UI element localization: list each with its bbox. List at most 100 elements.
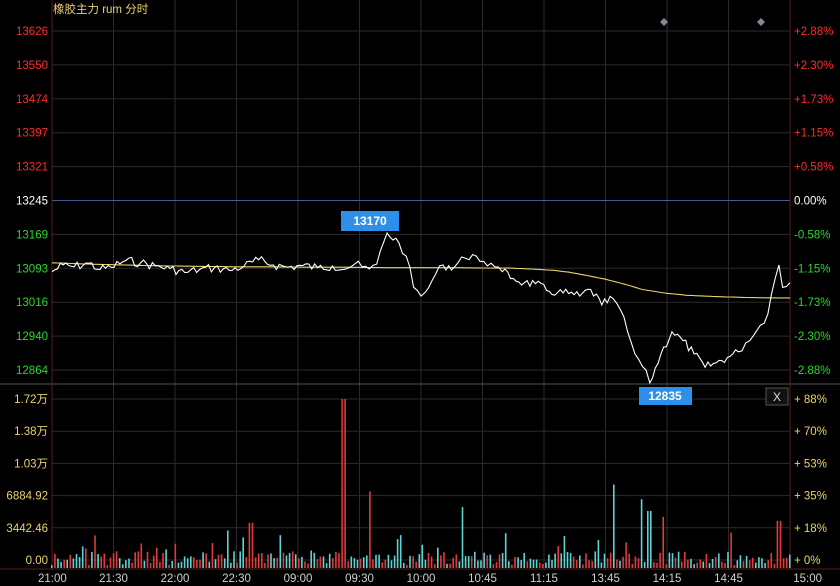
volume-bar xyxy=(501,553,504,568)
percent-tick-label: +2.30% xyxy=(794,60,833,72)
volume-bar xyxy=(313,552,316,568)
volume-bar xyxy=(551,559,553,568)
volume-bar xyxy=(66,559,68,568)
volume-bar xyxy=(257,553,260,568)
volume-bar xyxy=(470,556,473,568)
volume-bar xyxy=(452,557,454,568)
close-icon[interactable]: X xyxy=(773,390,781,404)
volume-bar xyxy=(440,555,442,568)
volume-close-button[interactable]: X xyxy=(765,387,789,406)
volume-bar xyxy=(724,563,726,568)
volume-bar xyxy=(467,556,470,568)
volume-bar xyxy=(316,559,319,568)
volume-bar xyxy=(335,552,337,568)
percent-tick-label: +1.73% xyxy=(794,94,833,106)
volume-bar xyxy=(273,558,275,568)
volume-bar xyxy=(718,553,720,568)
volume-bar xyxy=(693,564,695,568)
volume-bar xyxy=(140,543,143,568)
volume-bar xyxy=(779,520,782,568)
volume-bar xyxy=(193,557,195,568)
volume-tick-label: 3442.46 xyxy=(6,523,48,535)
volume-bar xyxy=(542,563,544,568)
percent-tick-label: -0.58% xyxy=(794,229,830,241)
volume-bar xyxy=(483,552,485,568)
volume-bar xyxy=(236,562,238,568)
volume-bar xyxy=(761,558,763,568)
time-tick-label: 14:15 xyxy=(653,573,682,585)
volume-bar xyxy=(504,533,507,568)
volume-bar xyxy=(782,558,785,568)
volume-bar xyxy=(338,553,340,568)
volume-bars[interactable] xyxy=(51,399,791,568)
volume-bar xyxy=(594,551,597,568)
volume-bar xyxy=(495,562,498,568)
time-tick-label: 11:15 xyxy=(530,573,558,585)
volume-bar xyxy=(684,551,686,568)
volume-bar xyxy=(474,551,476,568)
volume-bar xyxy=(112,553,115,568)
volume-bar xyxy=(159,561,161,568)
volume-bar xyxy=(751,557,754,568)
volume-bar xyxy=(137,551,140,568)
volume-bar xyxy=(600,562,603,568)
volume-bar xyxy=(390,560,393,568)
volume-bar xyxy=(242,537,244,568)
volume-bar xyxy=(91,552,93,568)
axis-labels: 13626 +2.88% 13550 +2.30% 13474 +1.73% 13397 +1… xyxy=(6,26,833,585)
price-tick-label: 13626 xyxy=(16,26,48,38)
volume-bar xyxy=(223,558,226,568)
volume-bar xyxy=(393,555,396,568)
volume-bar xyxy=(545,562,547,568)
volume-bar xyxy=(647,511,649,568)
price-tick-label: 13245 xyxy=(16,196,48,208)
volume-bar xyxy=(245,557,248,568)
volume-bar xyxy=(609,552,612,568)
low-callout: 12835 xyxy=(639,387,692,405)
volume-bar xyxy=(230,562,232,568)
volume-bar xyxy=(520,560,522,568)
time-tick-label: 21:00 xyxy=(38,573,67,585)
volume-bar xyxy=(165,549,167,568)
volume-bar xyxy=(437,547,439,568)
volume-percent-label: + 53% xyxy=(794,458,827,470)
time-tick-label: 10:45 xyxy=(468,573,497,585)
volume-bar xyxy=(458,561,461,568)
volume-bar xyxy=(267,554,269,568)
volume-bar xyxy=(745,555,748,568)
volume-bar xyxy=(489,554,492,568)
volume-bar xyxy=(634,556,637,568)
volume-bar xyxy=(767,560,769,568)
event-marker-icon[interactable] xyxy=(757,18,765,26)
volume-bar xyxy=(325,563,328,568)
volume-bar xyxy=(696,562,698,568)
volume-bar xyxy=(122,564,124,568)
volume-bar xyxy=(588,560,590,568)
volume-bar xyxy=(156,547,158,568)
volume-bar xyxy=(554,553,556,568)
volume-tick-label: 1.72万 xyxy=(14,394,48,406)
event-marker-icon[interactable] xyxy=(660,18,668,26)
low-price-label: 12835 xyxy=(648,389,682,403)
volume-bar xyxy=(143,560,146,568)
time-tick-label: 22:00 xyxy=(161,573,190,585)
volume-bar xyxy=(186,558,189,568)
volume-bar xyxy=(631,563,634,568)
volume-bar xyxy=(443,552,445,568)
volume-bar xyxy=(88,564,90,568)
volume-bar xyxy=(699,559,702,568)
volume-percent-label: + 70% xyxy=(794,426,827,438)
volume-bar xyxy=(773,563,776,568)
volume-bar xyxy=(406,564,408,568)
volume-bar xyxy=(347,561,349,568)
volume-bar xyxy=(57,558,59,568)
volume-bar xyxy=(125,560,127,568)
volume-bar xyxy=(464,556,467,568)
volume-bar xyxy=(427,553,430,568)
price-line[interactable] xyxy=(51,231,791,385)
volume-bar xyxy=(640,499,643,568)
volume-bar xyxy=(653,562,655,568)
volume-bar xyxy=(304,561,306,568)
volume-bar xyxy=(415,561,417,568)
